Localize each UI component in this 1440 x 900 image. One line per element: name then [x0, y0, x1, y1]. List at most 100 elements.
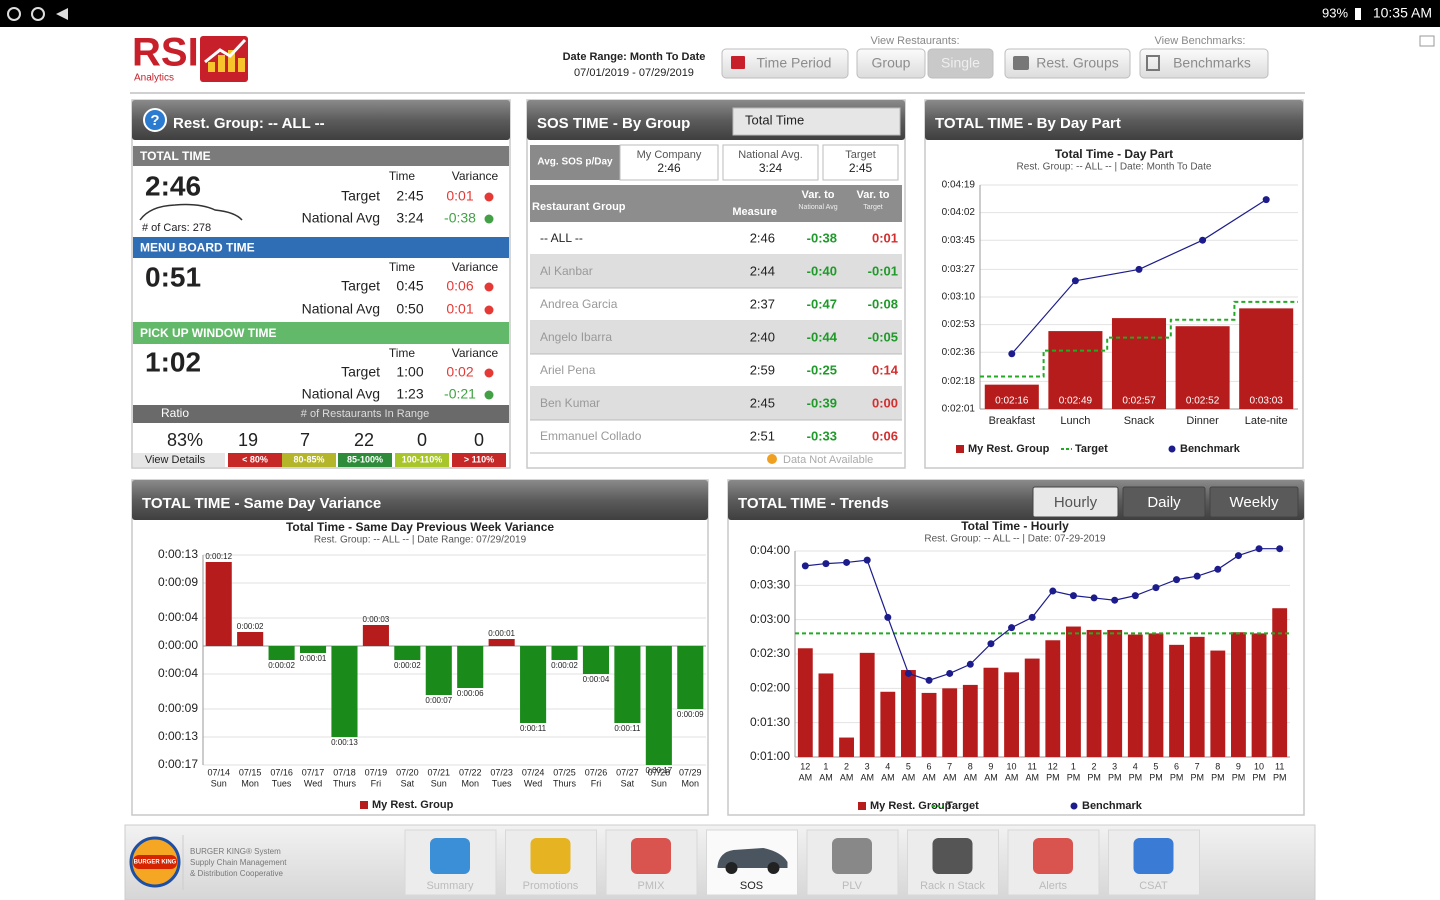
chart-title: Total Time - Same Day Previous Week Vari… [286, 520, 554, 534]
bar [1251, 633, 1267, 757]
bar [797, 648, 813, 757]
col-time: Time [389, 346, 416, 360]
view-details[interactable]: View Details [145, 454, 206, 466]
nav-icon [717, 848, 788, 874]
benchmark-point [884, 613, 892, 621]
chart-title: Total Time - Day Part [1055, 147, 1173, 161]
benchmark-point [987, 640, 995, 648]
benchmark-point [1234, 552, 1242, 560]
x-tick-label: 07/14 [207, 767, 230, 777]
x-tick-label: 07/26 [585, 767, 608, 777]
status-bar [0, 0, 1440, 27]
status-dot [484, 282, 494, 292]
x-tick-label: 07/16 [270, 767, 293, 777]
single-button[interactable] [927, 48, 994, 79]
group-name: -- ALL -- [540, 231, 583, 245]
col-variance: Variance [452, 346, 499, 360]
x-tick-sublabel: AM [840, 772, 854, 782]
trend-tab[interactable] [1122, 486, 1206, 518]
bar [1086, 629, 1102, 757]
section-header [133, 322, 509, 344]
bar [1127, 634, 1143, 757]
bar-value-label: 0:00:12 [205, 552, 232, 561]
table-row-bg [530, 387, 902, 420]
nav-label: Alerts [1039, 880, 1068, 892]
y-tick-label: 0:01:00 [750, 749, 790, 763]
x-tick-label: 07/19 [365, 767, 388, 777]
time-period-button[interactable] [721, 48, 849, 79]
bar [1169, 644, 1184, 757]
date-range: 07/01/2019 - 07/29/2019 [574, 67, 694, 79]
legend-label: Benchmark [1082, 800, 1143, 812]
x-tick-label: 8 [1215, 761, 1220, 771]
avg-cell [619, 144, 719, 181]
x-tick-label: 2 [1092, 761, 1097, 771]
nav-label: SOS [740, 880, 763, 892]
bar-value-label: 0:00:06 [457, 689, 484, 698]
y-tick-label: 0:00:00 [158, 638, 198, 652]
legend-swatch [1168, 445, 1176, 453]
x-tick-label: 07/17 [302, 767, 325, 777]
x-tick-sublabel: AM [860, 772, 874, 782]
y-tick-label: 0:03:27 [942, 264, 976, 275]
bar [839, 737, 854, 757]
x-tick-label: 12 [1048, 761, 1058, 771]
summary-header-title: Rest. Group: -- ALL -- [173, 115, 325, 132]
benchmark-point [1131, 592, 1139, 600]
table-header [530, 185, 902, 222]
group-button[interactable] [856, 48, 926, 79]
avg-cell-label: National Avg. [738, 149, 803, 161]
sos-dropdown[interactable] [732, 107, 901, 136]
col-header-sub: National Avg [798, 204, 837, 211]
y-tick-label: 0:03:10 [942, 292, 976, 303]
col-variance: Variance [452, 169, 499, 183]
status-icon [7, 7, 21, 21]
chart-subtitle: Rest. Group: -- ALL -- | Date: Month To … [1017, 162, 1212, 173]
bar-value-label: 0:00:02 [268, 661, 295, 670]
row-label: National Avg [302, 386, 380, 402]
bar [1107, 629, 1123, 757]
x-tick-label: 7 [947, 761, 952, 771]
x-tick-sublabel: PM [1170, 772, 1184, 782]
benchmark-point [904, 669, 912, 677]
row-variance: 0:01 [446, 188, 473, 204]
group-variance: -0:33 [807, 428, 837, 443]
benchmarks-button[interactable] [1139, 48, 1269, 79]
group-variance: -0:44 [807, 329, 838, 344]
rest-groups-button[interactable] [1004, 48, 1131, 79]
range-count: 22 [354, 430, 374, 450]
bar [457, 646, 484, 688]
y-tick-label: 0:02:53 [942, 319, 976, 330]
x-tick-label: 07/29 [679, 767, 702, 777]
bar [1048, 331, 1103, 409]
nav-glyph [1133, 838, 1174, 874]
section-value: 2:46 [145, 170, 201, 201]
group-name: Angelo Ibarra [540, 330, 612, 344]
section-header [133, 237, 509, 258]
benchmark-point [1090, 594, 1098, 602]
avg-cell-label: Target [845, 149, 876, 161]
bar-value-label: 0:00:13 [331, 738, 358, 747]
bar-value-label: 0:00:11 [614, 724, 641, 733]
help-icon[interactable] [143, 108, 167, 132]
benchmark-point [1199, 236, 1207, 244]
benchmark-point [1276, 545, 1284, 553]
x-tick-label: 07/20 [396, 767, 419, 777]
x-tick-label: 07/27 [616, 767, 639, 777]
x-tick-label: 07/28 [648, 767, 671, 777]
trend-tab[interactable] [1209, 486, 1299, 518]
bar [488, 639, 515, 646]
bar [645, 646, 672, 765]
x-tick-label: 5 [1153, 761, 1158, 771]
trend-tab[interactable] [1032, 486, 1119, 518]
avg-label: Avg. SOS p/Day [537, 157, 613, 168]
bar [962, 684, 978, 757]
ratio-label: Ratio [161, 406, 189, 420]
range-cell [452, 453, 506, 467]
x-tick-label: 1 [823, 761, 828, 771]
bar [205, 562, 232, 646]
y-tick-label: 0:02:30 [750, 646, 790, 660]
range-label: < 80% [242, 454, 268, 464]
range-label: > 110% [464, 454, 494, 464]
menu-icon [1419, 35, 1435, 47]
